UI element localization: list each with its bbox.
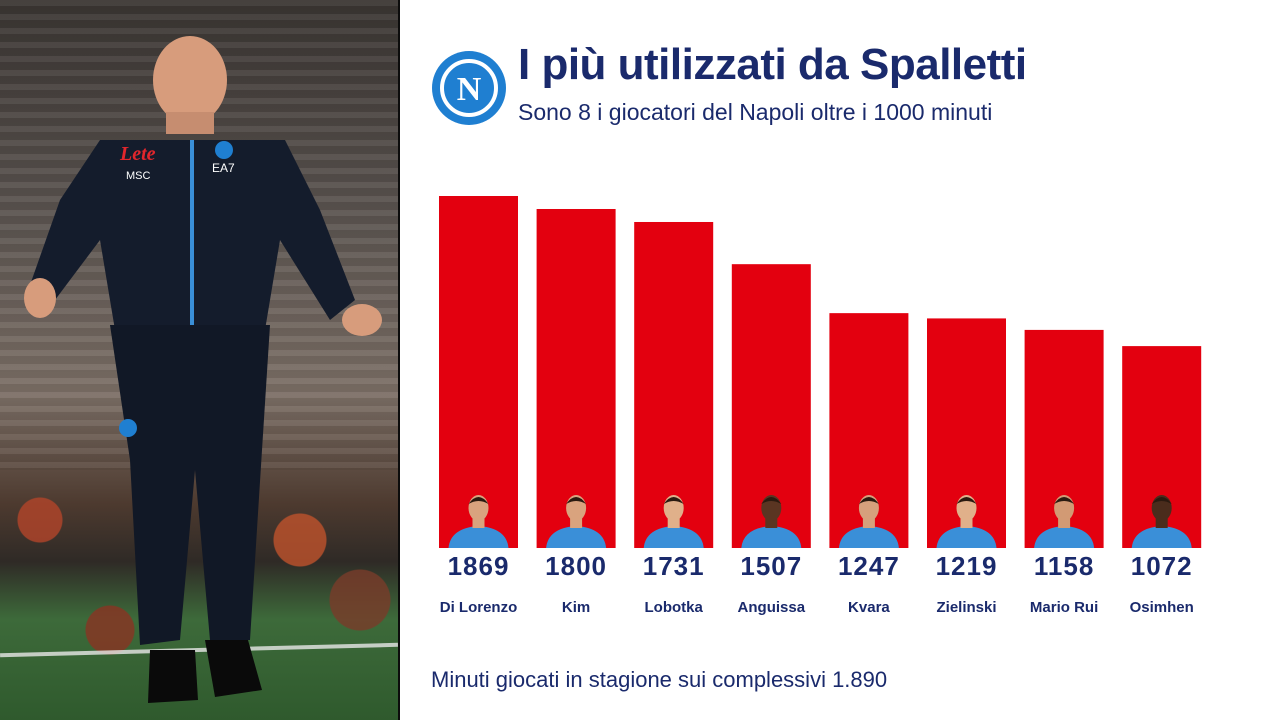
bar	[439, 196, 518, 548]
bar-group: 1158 Mario Rui	[1024, 329, 1104, 616]
coach-figure: Lete MSC EA7	[24, 36, 382, 703]
jersey-brand: EA7	[212, 161, 235, 175]
bar-chart: 1869 Di Lorenzo 1800 Kim 1731 Lobotka 1507 Angu…	[439, 196, 1202, 616]
bar-group: 1507 Anguissa	[731, 264, 811, 616]
chart-panel: N I più utilizzati da Spalletti Sono 8 i…	[400, 0, 1280, 720]
player-portrait-icon	[838, 495, 899, 548]
coach-photo: Lete MSC EA7	[0, 0, 398, 720]
category-label: Kim	[562, 599, 590, 616]
bar	[536, 208, 616, 548]
value-label: 1731	[643, 551, 705, 581]
player-portrait-icon	[448, 495, 509, 548]
value-label: 1507	[740, 551, 802, 581]
bar-group: 1800 Kim	[536, 208, 616, 616]
bar	[634, 221, 714, 549]
category-label: Mario Rui	[1030, 599, 1098, 616]
player-portrait-icon	[643, 495, 704, 548]
category-label: Kvara	[848, 599, 890, 616]
category-label: Di Lorenzo	[440, 599, 518, 616]
player-portrait-icon	[741, 495, 802, 548]
category-label: Lobotka	[645, 599, 704, 616]
category-label: Zielinski	[936, 599, 996, 616]
chart-subtitle: Sono 8 i giocatori del Napoli oltre i 10…	[518, 99, 993, 125]
player-portrait-icon	[1034, 495, 1095, 548]
bar-group: 1219 Zielinski	[927, 318, 1006, 616]
badge-letter: N	[457, 71, 482, 108]
player-portrait-icon	[1131, 495, 1192, 548]
value-label: 1158	[1034, 551, 1094, 581]
jersey-sponsor-secondary: MSC	[126, 170, 151, 182]
bar-group: 1869 Di Lorenzo	[439, 196, 518, 616]
category-label: Anguissa	[738, 599, 806, 616]
napoli-badge-icon: N	[432, 51, 506, 125]
value-label: 1072	[1131, 551, 1193, 581]
value-label: 1869	[448, 551, 510, 581]
player-portrait-icon	[936, 495, 997, 548]
category-label: Osimhen	[1130, 599, 1194, 616]
bar-group: 1072 Osimhen	[1122, 346, 1202, 616]
bar-group: 1247 Kvara	[829, 313, 909, 616]
bar-group: 1731 Lobotka	[634, 221, 714, 616]
jersey-sponsor: Lete	[119, 143, 156, 165]
chart-footnote: Minuti giocati in stagione sui complessi…	[431, 667, 888, 692]
chart-title: I più utilizzati da Spalletti	[518, 40, 1027, 89]
value-label: 1247	[838, 551, 900, 581]
player-portrait-icon	[546, 495, 607, 548]
value-label: 1219	[936, 551, 998, 581]
value-label: 1800	[545, 551, 607, 581]
